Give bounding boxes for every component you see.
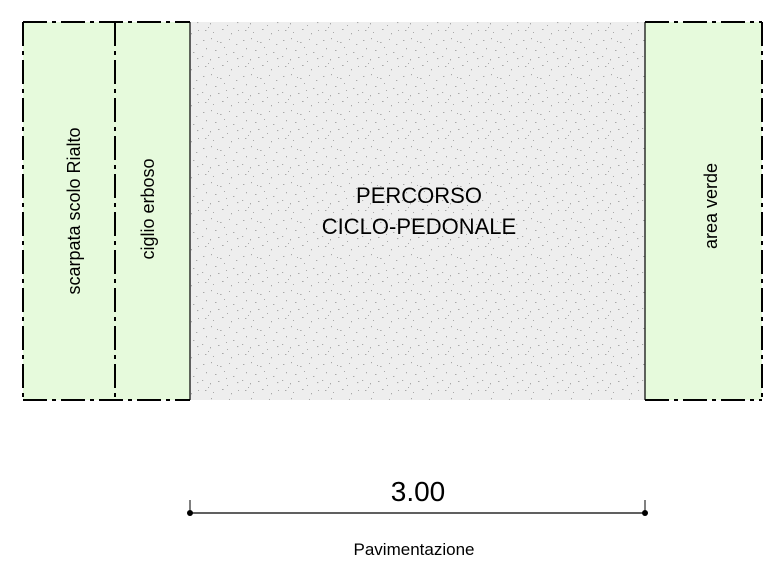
- percorso-zone: [190, 22, 645, 400]
- percorso-label-line2: CICLO-PEDONALE: [322, 214, 516, 239]
- area-verde-label: area verde: [701, 163, 721, 249]
- area-verde-zone: [645, 22, 762, 400]
- ciglio-zone: [115, 22, 190, 400]
- ciglio-label: ciglio erboso: [138, 158, 158, 259]
- dimension-caption: Pavimentazione: [354, 540, 475, 559]
- dimension-value: 3.00: [391, 476, 446, 507]
- scarpata-label: scarpata scolo Rialto: [64, 127, 84, 294]
- percorso-label-line1: PERCORSO: [356, 183, 482, 208]
- scarpata-zone: [23, 22, 115, 400]
